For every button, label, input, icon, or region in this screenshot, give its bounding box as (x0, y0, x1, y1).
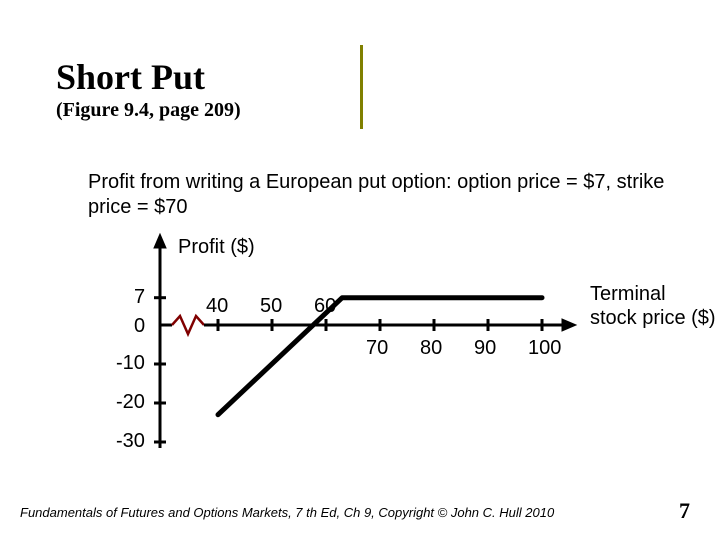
x-tick-70: 70 (366, 337, 388, 360)
page-number: 7 (679, 498, 690, 524)
x-tick-100: 100 (528, 337, 561, 360)
title-accent-bar (360, 45, 363, 129)
x-tick-60: 60 (314, 295, 336, 318)
chart-svg (90, 230, 650, 490)
y-tick-30: -30 (116, 430, 145, 453)
short-put-chart: Profit ($)Terminalstock price ($)70-10-2… (90, 230, 650, 490)
y-axis-label: Profit ($) (178, 236, 255, 259)
x-axis-label-line2: stock price ($) (590, 307, 716, 330)
footer-citation: Fundamentals of Futures and Options Mark… (20, 505, 554, 520)
x-tick-80: 80 (420, 337, 442, 360)
slide-subtitle: (Figure 9.4, page 209) (56, 99, 241, 122)
y-tick-0: 0 (134, 315, 145, 338)
y-tick-20: -20 (116, 391, 145, 414)
x-axis-label-line1: Terminal (590, 283, 666, 306)
body-text: Profit from writing a European put optio… (88, 170, 668, 220)
x-tick-40: 40 (206, 295, 228, 318)
x-tick-50: 50 (260, 295, 282, 318)
y-tick-10: -10 (116, 352, 145, 375)
x-tick-90: 90 (474, 337, 496, 360)
slide-title: Short Put (56, 56, 205, 98)
slide: Short Put (Figure 9.4, page 209) Profit … (0, 0, 720, 540)
y-tick-7: 7 (134, 286, 145, 309)
